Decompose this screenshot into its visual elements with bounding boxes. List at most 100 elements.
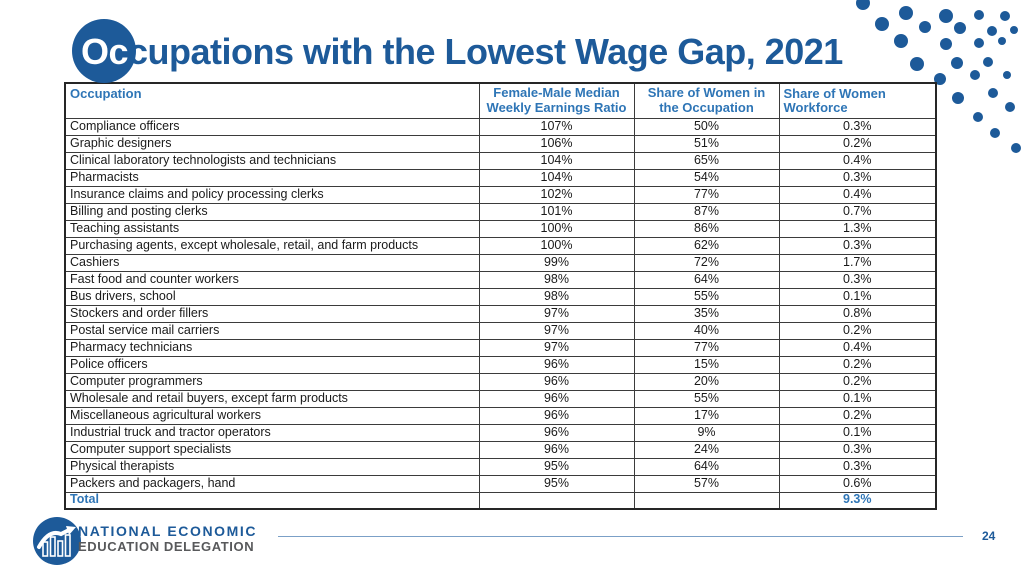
table-row: Fast food and counter workers 98% 64% 0.3% bbox=[64, 270, 937, 289]
table-row: Police officers 96% 15% 0.2% bbox=[64, 355, 937, 374]
occupation-cell: Compliance officers bbox=[64, 117, 480, 136]
value-cell: 95% bbox=[478, 457, 635, 476]
table-row: Cashiers 99% 72% 1.7% bbox=[64, 253, 937, 272]
decor-dot bbox=[1010, 26, 1018, 34]
occupation-cell: Clinical laboratory technologists and te… bbox=[64, 151, 480, 170]
value-cell: 0.3% bbox=[778, 270, 937, 289]
header-share-occupation: Share of Women in the Occupation bbox=[633, 82, 780, 119]
header-occupation: Occupation bbox=[64, 82, 480, 119]
value-cell: 0.1% bbox=[778, 287, 937, 306]
decor-dot bbox=[952, 92, 964, 104]
need-logo-icon bbox=[33, 517, 81, 565]
decor-dot bbox=[973, 112, 983, 122]
org-name-line1: NATIONAL ECONOMIC bbox=[78, 523, 258, 539]
decor-dot bbox=[1011, 143, 1021, 153]
value-cell: 0.3% bbox=[778, 117, 937, 136]
decor-dot bbox=[875, 17, 889, 31]
total-share-occupation bbox=[633, 491, 780, 510]
value-cell: 55% bbox=[633, 389, 780, 408]
occupation-cell: Postal service mail carriers bbox=[64, 321, 480, 340]
value-cell: 99% bbox=[478, 253, 635, 272]
value-cell: 57% bbox=[633, 474, 780, 493]
decor-dot bbox=[990, 128, 1000, 138]
total-earnings-ratio bbox=[478, 491, 635, 510]
table-row: Teaching assistants 100% 86% 1.3% bbox=[64, 219, 937, 238]
page-title: Occupations with the Lowest Wage Gap, 20… bbox=[81, 31, 843, 73]
value-cell: 77% bbox=[633, 185, 780, 204]
table-header-row: Occupation Female-Male Median Weekly Ear… bbox=[64, 82, 937, 119]
org-name-line2: EDUCATION DELEGATION bbox=[78, 539, 255, 554]
table-row: Graphic designers 106% 51% 0.2% bbox=[64, 134, 937, 153]
table-row: Postal service mail carriers 97% 40% 0.2% bbox=[64, 321, 937, 340]
value-cell: 96% bbox=[478, 372, 635, 391]
decor-dot bbox=[983, 57, 993, 67]
table-row: Clinical laboratory technologists and te… bbox=[64, 151, 937, 170]
value-cell: 54% bbox=[633, 168, 780, 187]
table-row: Computer support specialists 96% 24% 0.3% bbox=[64, 440, 937, 459]
occupation-cell: Wholesale and retail buyers, except farm… bbox=[64, 389, 480, 408]
total-label: Total bbox=[64, 491, 480, 510]
header-share-workforce: Share of Women Workforce bbox=[778, 82, 937, 119]
occupation-cell: Purchasing agents, except wholesale, ret… bbox=[64, 236, 480, 255]
value-cell: 101% bbox=[478, 202, 635, 221]
value-cell: 51% bbox=[633, 134, 780, 153]
occupation-cell: Physical therapists bbox=[64, 457, 480, 476]
value-cell: 86% bbox=[633, 219, 780, 238]
value-cell: 62% bbox=[633, 236, 780, 255]
decor-dot bbox=[974, 10, 984, 20]
value-cell: 55% bbox=[633, 287, 780, 306]
value-cell: 24% bbox=[633, 440, 780, 459]
decor-dot bbox=[998, 37, 1006, 45]
occupation-cell: Graphic designers bbox=[64, 134, 480, 153]
value-cell: 96% bbox=[478, 355, 635, 374]
value-cell: 0.2% bbox=[778, 406, 937, 425]
value-cell: 1.7% bbox=[778, 253, 937, 272]
table-row: Physical therapists 95% 64% 0.3% bbox=[64, 457, 937, 476]
total-share-workforce: 9.3% bbox=[778, 491, 937, 510]
value-cell: 0.2% bbox=[778, 321, 937, 340]
table-row: Stockers and order fillers 97% 35% 0.8% bbox=[64, 304, 937, 323]
page-title-prefix: Oc bbox=[81, 31, 129, 72]
value-cell: 95% bbox=[478, 474, 635, 493]
value-cell: 15% bbox=[633, 355, 780, 374]
decor-dot bbox=[899, 6, 913, 20]
value-cell: 0.3% bbox=[778, 168, 937, 187]
value-cell: 1.3% bbox=[778, 219, 937, 238]
page-number: 24 bbox=[982, 529, 996, 543]
decor-dot bbox=[919, 21, 931, 33]
occupation-cell: Insurance claims and policy processing c… bbox=[64, 185, 480, 204]
page-title-rest: cupations with the Lowest Wage Gap, 2021 bbox=[128, 31, 843, 72]
table-row: Bus drivers, school 98% 55% 0.1% bbox=[64, 287, 937, 306]
value-cell: 0.3% bbox=[778, 440, 937, 459]
table-body: Compliance officers 107% 50% 0.3% Graphic de… bbox=[64, 117, 937, 493]
value-cell: 97% bbox=[478, 321, 635, 340]
decor-dot bbox=[970, 70, 980, 80]
decor-dot bbox=[1005, 102, 1015, 112]
value-cell: 9% bbox=[633, 423, 780, 442]
table-row: Packers and packagers, hand 95% 57% 0.6% bbox=[64, 474, 937, 493]
decor-dot bbox=[954, 22, 966, 34]
table-row: Pharmacy technicians 97% 77% 0.4% bbox=[64, 338, 937, 357]
occupation-cell: Industrial truck and tractor operators bbox=[64, 423, 480, 442]
value-cell: 104% bbox=[478, 151, 635, 170]
occupation-cell: Fast food and counter workers bbox=[64, 270, 480, 289]
org-name: NATIONAL ECONOMIC EDUCATION DELEGATION bbox=[78, 523, 257, 554]
table-total-row: Total 9.3% bbox=[64, 491, 937, 510]
value-cell: 0.1% bbox=[778, 423, 937, 442]
occupation-cell: Pharmacists bbox=[64, 168, 480, 187]
value-cell: 64% bbox=[633, 457, 780, 476]
decor-dot bbox=[974, 38, 984, 48]
table-row: Billing and posting clerks 101% 87% 0.7% bbox=[64, 202, 937, 221]
table-row: Computer programmers 96% 20% 0.2% bbox=[64, 372, 937, 391]
value-cell: 20% bbox=[633, 372, 780, 391]
decor-dot bbox=[987, 26, 997, 36]
decor-dot bbox=[1000, 11, 1010, 21]
table-row: Insurance claims and policy processing c… bbox=[64, 185, 937, 204]
value-cell: 97% bbox=[478, 304, 635, 323]
value-cell: 0.6% bbox=[778, 474, 937, 493]
table-row: Purchasing agents, except wholesale, ret… bbox=[64, 236, 937, 255]
value-cell: 97% bbox=[478, 338, 635, 357]
decor-dot bbox=[856, 0, 870, 10]
occupation-cell: Police officers bbox=[64, 355, 480, 374]
